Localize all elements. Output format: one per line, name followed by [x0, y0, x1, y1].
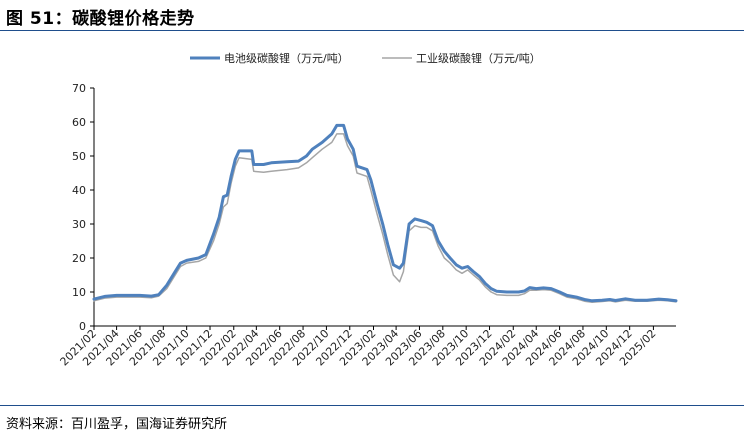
y-tick-label: 50 — [72, 150, 86, 163]
y-tick-label: 30 — [72, 218, 86, 231]
legend-label-battery: 电池级碳酸锂（万元/吨） — [224, 51, 349, 65]
series-line-industrial — [93, 133, 677, 303]
y-tick-label: 60 — [72, 116, 86, 129]
y-tick-label: 20 — [72, 252, 86, 265]
price-line-chart: 电池级碳酸锂（万元/吨） 工业级碳酸锂（万元/吨） 0 10 20 30 40 50 60 7… — [58, 51, 678, 368]
title-rule — [0, 30, 744, 31]
y-tick-label: 10 — [72, 286, 86, 299]
legend: 电池级碳酸锂（万元/吨） 工业级碳酸锂（万元/吨） — [190, 51, 541, 65]
y-tick-label: 70 — [72, 82, 86, 95]
series-line-battery — [92, 123, 678, 303]
source-rule — [0, 405, 744, 406]
source-note: 资料来源：百川盈孚，国海证券研究所 — [6, 417, 228, 432]
figure-title: 图 51：碳酸锂价格走势 — [6, 9, 195, 29]
y-tick-label: 40 — [72, 184, 86, 197]
axes: 0102030405060702021/022021/042021/062021… — [58, 82, 676, 368]
y-tick-label: 0 — [79, 320, 86, 333]
series-layer — [92, 123, 678, 303]
legend-label-industrial: 工业级碳酸锂（万元/吨） — [416, 51, 541, 65]
